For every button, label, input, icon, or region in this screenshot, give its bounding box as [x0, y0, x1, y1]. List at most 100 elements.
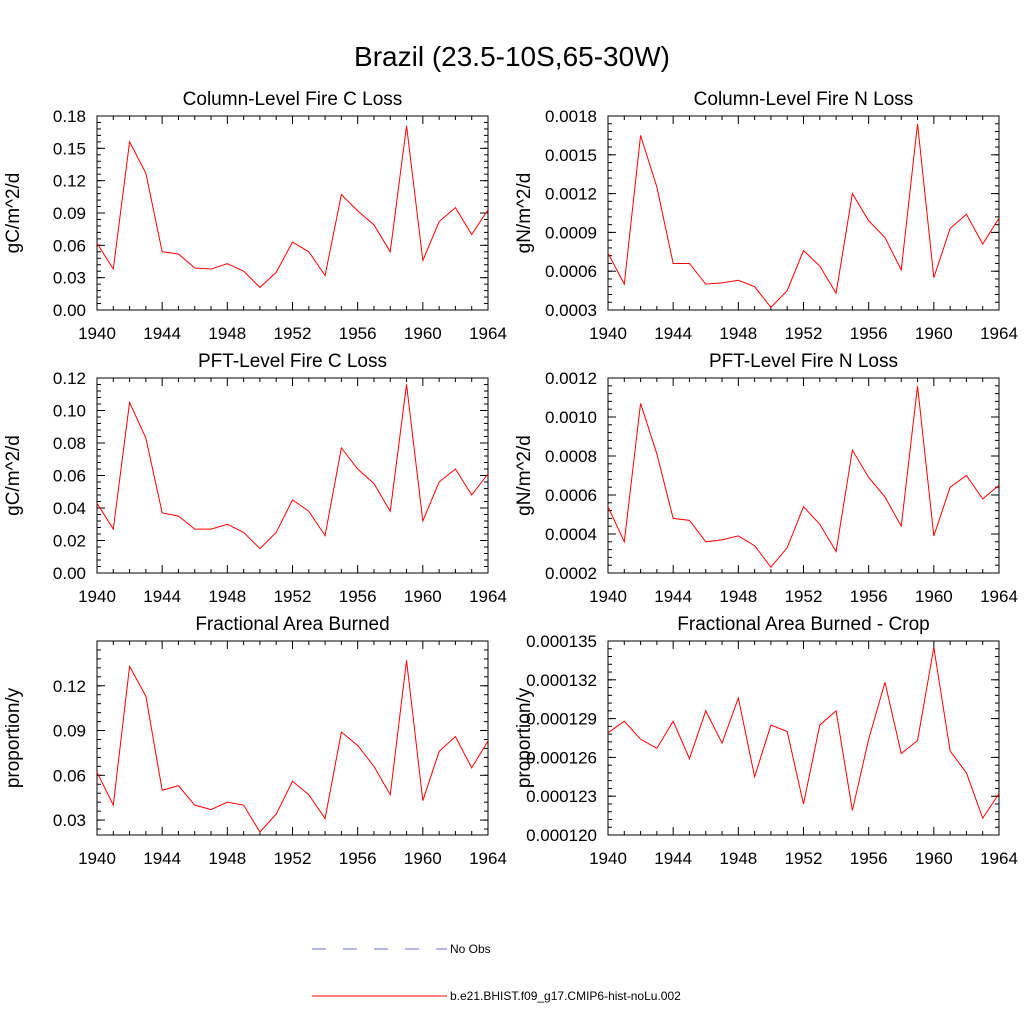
x-tick-label: 1956 [850, 587, 888, 606]
series-line [96, 660, 489, 833]
y-tick-label: 0.0006 [545, 262, 597, 281]
plot-frame [607, 640, 1000, 836]
y-tick-label: 0.0009 [545, 223, 597, 242]
x-tick-label: 1952 [274, 324, 312, 343]
plot-frame [607, 377, 1000, 574]
x-tick-label: 1952 [785, 849, 823, 868]
y-tick-label: 0.0010 [545, 408, 597, 427]
legend: No Obs b.e21.BHIST.f09_g17.CMIP6-hist-noL… [312, 942, 681, 1003]
y-tick-label: 0.000135 [526, 632, 597, 651]
y-axis-label: gN/m^2/d [514, 173, 535, 254]
chart-panel-column-level-fire-n-loss: Column-Level Fire N Loss gN/m^2/d 1940 1944… [514, 89, 1018, 343]
y-tick-label: 0.00 [53, 564, 86, 583]
x-tick-label: 1956 [850, 324, 888, 343]
y-tick-label: 0.04 [53, 499, 86, 518]
y-tick-label: 0.06 [53, 467, 86, 486]
y-tick-label: 0.12 [53, 677, 86, 696]
plot-frame [96, 115, 489, 311]
legend-label: b.e21.BHIST.f09_g17.CMIP6-hist-noLu.002 [450, 989, 681, 1003]
chart-title: Column-Level Fire N Loss [694, 89, 914, 110]
series-line [607, 385, 1000, 568]
series-line [96, 384, 489, 550]
x-tick-label: 1960 [915, 849, 953, 868]
x-tick-label: 1952 [274, 849, 312, 868]
y-tick-label: 0.10 [53, 402, 86, 421]
y-tick-label: 0.0003 [545, 301, 597, 320]
x-tick-label: 1964 [980, 849, 1018, 868]
x-tick-label: 1960 [915, 324, 953, 343]
y-tick-label: 0.03 [53, 811, 86, 830]
y-tick-label: 0.18 [53, 107, 86, 126]
y-tick-label: 0.06 [53, 236, 86, 255]
x-tick-label: 1944 [654, 324, 692, 343]
y-tick-label: 0.0012 [545, 185, 597, 204]
series-line [607, 647, 1000, 820]
y-tick-label: 0.08 [53, 434, 86, 453]
chart-panels: Column-Level Fire C Loss gC/m^2/d 1940 1944… [3, 89, 1018, 868]
y-tick-label: 0.000123 [526, 787, 597, 806]
y-tick-label: 0.0018 [545, 107, 597, 126]
x-tick-label: 1944 [654, 849, 692, 868]
y-tick-label: 0.000120 [526, 826, 597, 845]
plot-frame [96, 640, 489, 836]
x-tick-label: 1940 [78, 587, 116, 606]
y-axis-label: proportion/y [3, 687, 24, 788]
x-tick-label: 1940 [589, 324, 627, 343]
y-tick-label: 0.06 [53, 766, 86, 785]
y-tick-label: 0.15 [53, 139, 86, 158]
y-tick-label: 0.09 [53, 722, 86, 741]
page-title: Brazil (23.5-10S,65-30W) [354, 41, 670, 72]
y-tick-label: 0.02 [53, 532, 86, 551]
y-axis-label: proportion/y [514, 687, 535, 788]
y-tick-label: 0.0012 [545, 369, 597, 388]
y-tick-label: 0.12 [53, 369, 86, 388]
y-axis-label: gC/m^2/d [3, 435, 24, 516]
x-tick-label: 1960 [404, 587, 442, 606]
x-tick-label: 1960 [915, 587, 953, 606]
x-tick-label: 1964 [980, 587, 1018, 606]
x-tick-label: 1956 [339, 587, 377, 606]
chart-title: PFT-Level Fire C Loss [198, 351, 387, 372]
x-tick-label: 1964 [469, 324, 507, 343]
plot-frame [607, 115, 1000, 311]
chart-title: PFT-Level Fire N Loss [709, 351, 898, 372]
plot-frame [96, 377, 489, 574]
y-tick-label: 0.000129 [526, 710, 597, 729]
x-tick-label: 1940 [589, 849, 627, 868]
chart-panel-column-level-fire-c-loss: Column-Level Fire C Loss gC/m^2/d 1940 1944… [3, 89, 507, 343]
chart-title: Fractional Area Burned [195, 614, 389, 635]
x-tick-label: 1948 [719, 849, 757, 868]
x-tick-label: 1948 [719, 587, 757, 606]
x-tick-label: 1960 [404, 324, 442, 343]
chart-panel-fractional-area-burned: Fractional Area Burned proportion/y 1940 19… [3, 614, 507, 868]
x-tick-label: 1940 [589, 587, 627, 606]
y-tick-label: 0.09 [53, 204, 86, 223]
y-tick-label: 0.12 [53, 172, 86, 191]
y-tick-label: 0.0015 [545, 146, 597, 165]
y-tick-label: 0.0006 [545, 486, 597, 505]
x-tick-label: 1944 [143, 324, 181, 343]
x-tick-label: 1960 [404, 849, 442, 868]
y-axis-label: gC/m^2/d [3, 173, 24, 254]
chart-title: Column-Level Fire C Loss [183, 89, 403, 110]
x-tick-label: 1944 [143, 587, 181, 606]
y-tick-label: 0.0002 [545, 564, 597, 583]
x-tick-label: 1964 [469, 849, 507, 868]
x-tick-label: 1948 [719, 324, 757, 343]
legend-label: No Obs [450, 942, 491, 956]
chart-panel-pft-level-fire-n-loss: PFT-Level Fire N Loss gN/m^2/d 1940 1944 194… [514, 351, 1018, 606]
y-tick-label: 0.00 [53, 301, 86, 320]
y-axis-label: gN/m^2/d [514, 435, 535, 516]
x-tick-label: 1944 [654, 587, 692, 606]
x-tick-label: 1948 [208, 587, 246, 606]
series-line [96, 125, 489, 289]
x-tick-label: 1944 [143, 849, 181, 868]
x-tick-label: 1956 [850, 849, 888, 868]
series-line [607, 123, 1000, 309]
x-tick-label: 1956 [339, 849, 377, 868]
y-tick-label: 0.000132 [526, 671, 597, 690]
x-tick-label: 1964 [469, 587, 507, 606]
y-tick-label: 0.0008 [545, 447, 597, 466]
chart-panel-pft-level-fire-c-loss: PFT-Level Fire C Loss gC/m^2/d 1940 1944 194… [3, 351, 507, 606]
